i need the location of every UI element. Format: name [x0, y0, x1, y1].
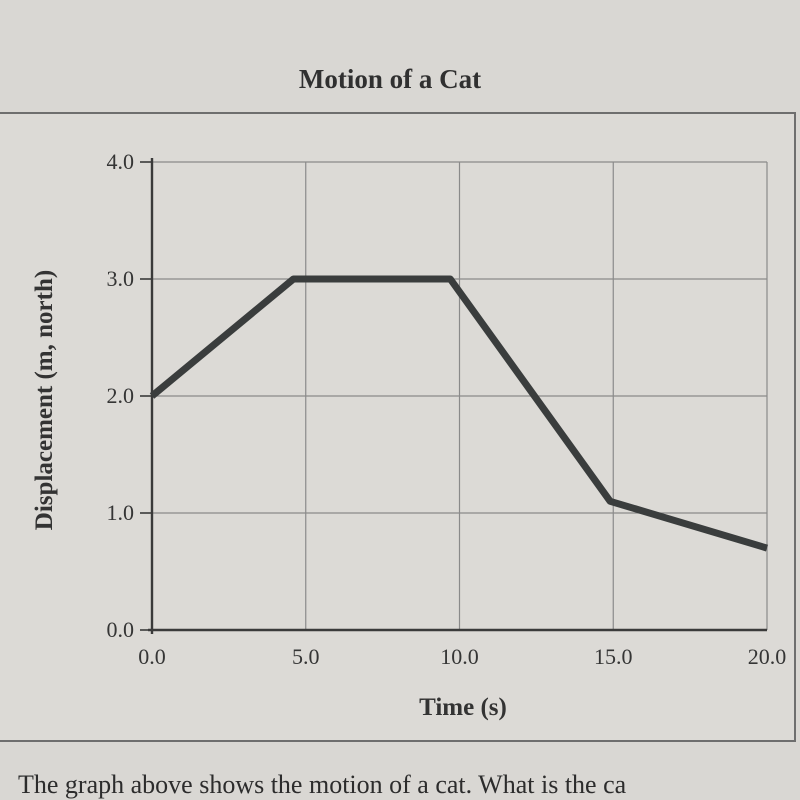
- y-tick-label: 0.0: [107, 617, 135, 642]
- y-tick-label: 2.0: [107, 383, 135, 408]
- x-tick-label: 15.0: [594, 644, 633, 669]
- tick-labels: 0.0 1.0 2.0 3.0 4.0 0.0 5.0 10.0 15.0 20.0: [107, 149, 787, 669]
- y-tick-label: 1.0: [107, 500, 135, 525]
- x-tick-label: 5.0: [292, 644, 320, 669]
- figure-frame: [0, 112, 796, 742]
- y-tick-label: 4.0: [107, 149, 135, 174]
- x-tick-label: 0.0: [138, 644, 166, 669]
- x-axis-title: Time (s): [419, 694, 507, 721]
- x-tick-label: 10.0: [440, 644, 479, 669]
- chart-title: Motion of a Cat: [298, 64, 482, 94]
- series: [149, 275, 769, 552]
- y-axis-title: Displacement (m, north): [31, 270, 58, 530]
- grid: [152, 161, 768, 630]
- x-tick-label: 20.0: [748, 644, 787, 669]
- y-tick-label: 3.0: [107, 266, 135, 291]
- question-caption: The graph above shows the motion of a ca…: [18, 770, 627, 799]
